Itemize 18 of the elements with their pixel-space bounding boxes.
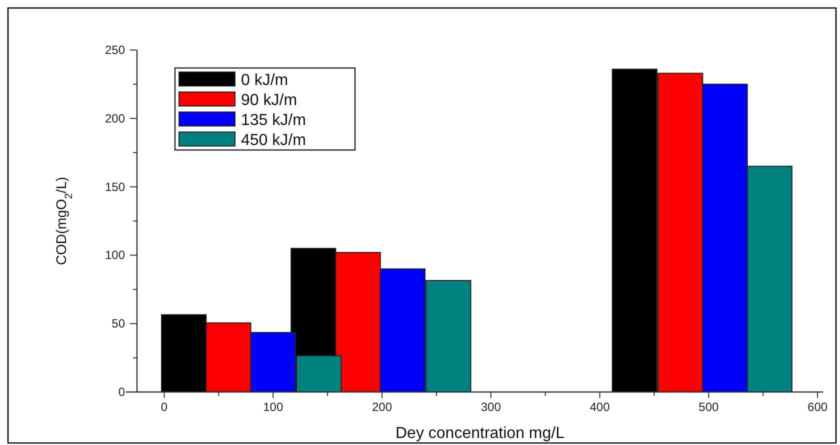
legend-label: 135 kJ/m: [241, 112, 306, 129]
x-tick-label: 0: [160, 400, 168, 414]
y-tick-label: 150: [104, 180, 126, 194]
x-tick-label: 300: [480, 400, 502, 414]
legend-label: 450 kJ/m: [241, 132, 306, 149]
x-tick-label: 600: [808, 400, 828, 414]
x-tick-label: 200: [372, 400, 392, 414]
y-tick-label: 100: [104, 248, 126, 262]
x-tick-label: 400: [590, 400, 610, 414]
legend-label: 90 kJ/m: [241, 92, 298, 109]
y-tick-label: 250: [104, 43, 126, 57]
y-tick-label: 0: [118, 385, 126, 399]
legend-label: 0 kJ/m: [241, 72, 288, 89]
x-tick-label: 500: [698, 400, 719, 414]
y-tick-label: 200: [104, 111, 126, 126]
x-axis-title: Dey concentration mg/L: [396, 425, 565, 442]
x-tick-label: 100: [263, 400, 284, 414]
y-tick-label: 50: [112, 316, 126, 331]
